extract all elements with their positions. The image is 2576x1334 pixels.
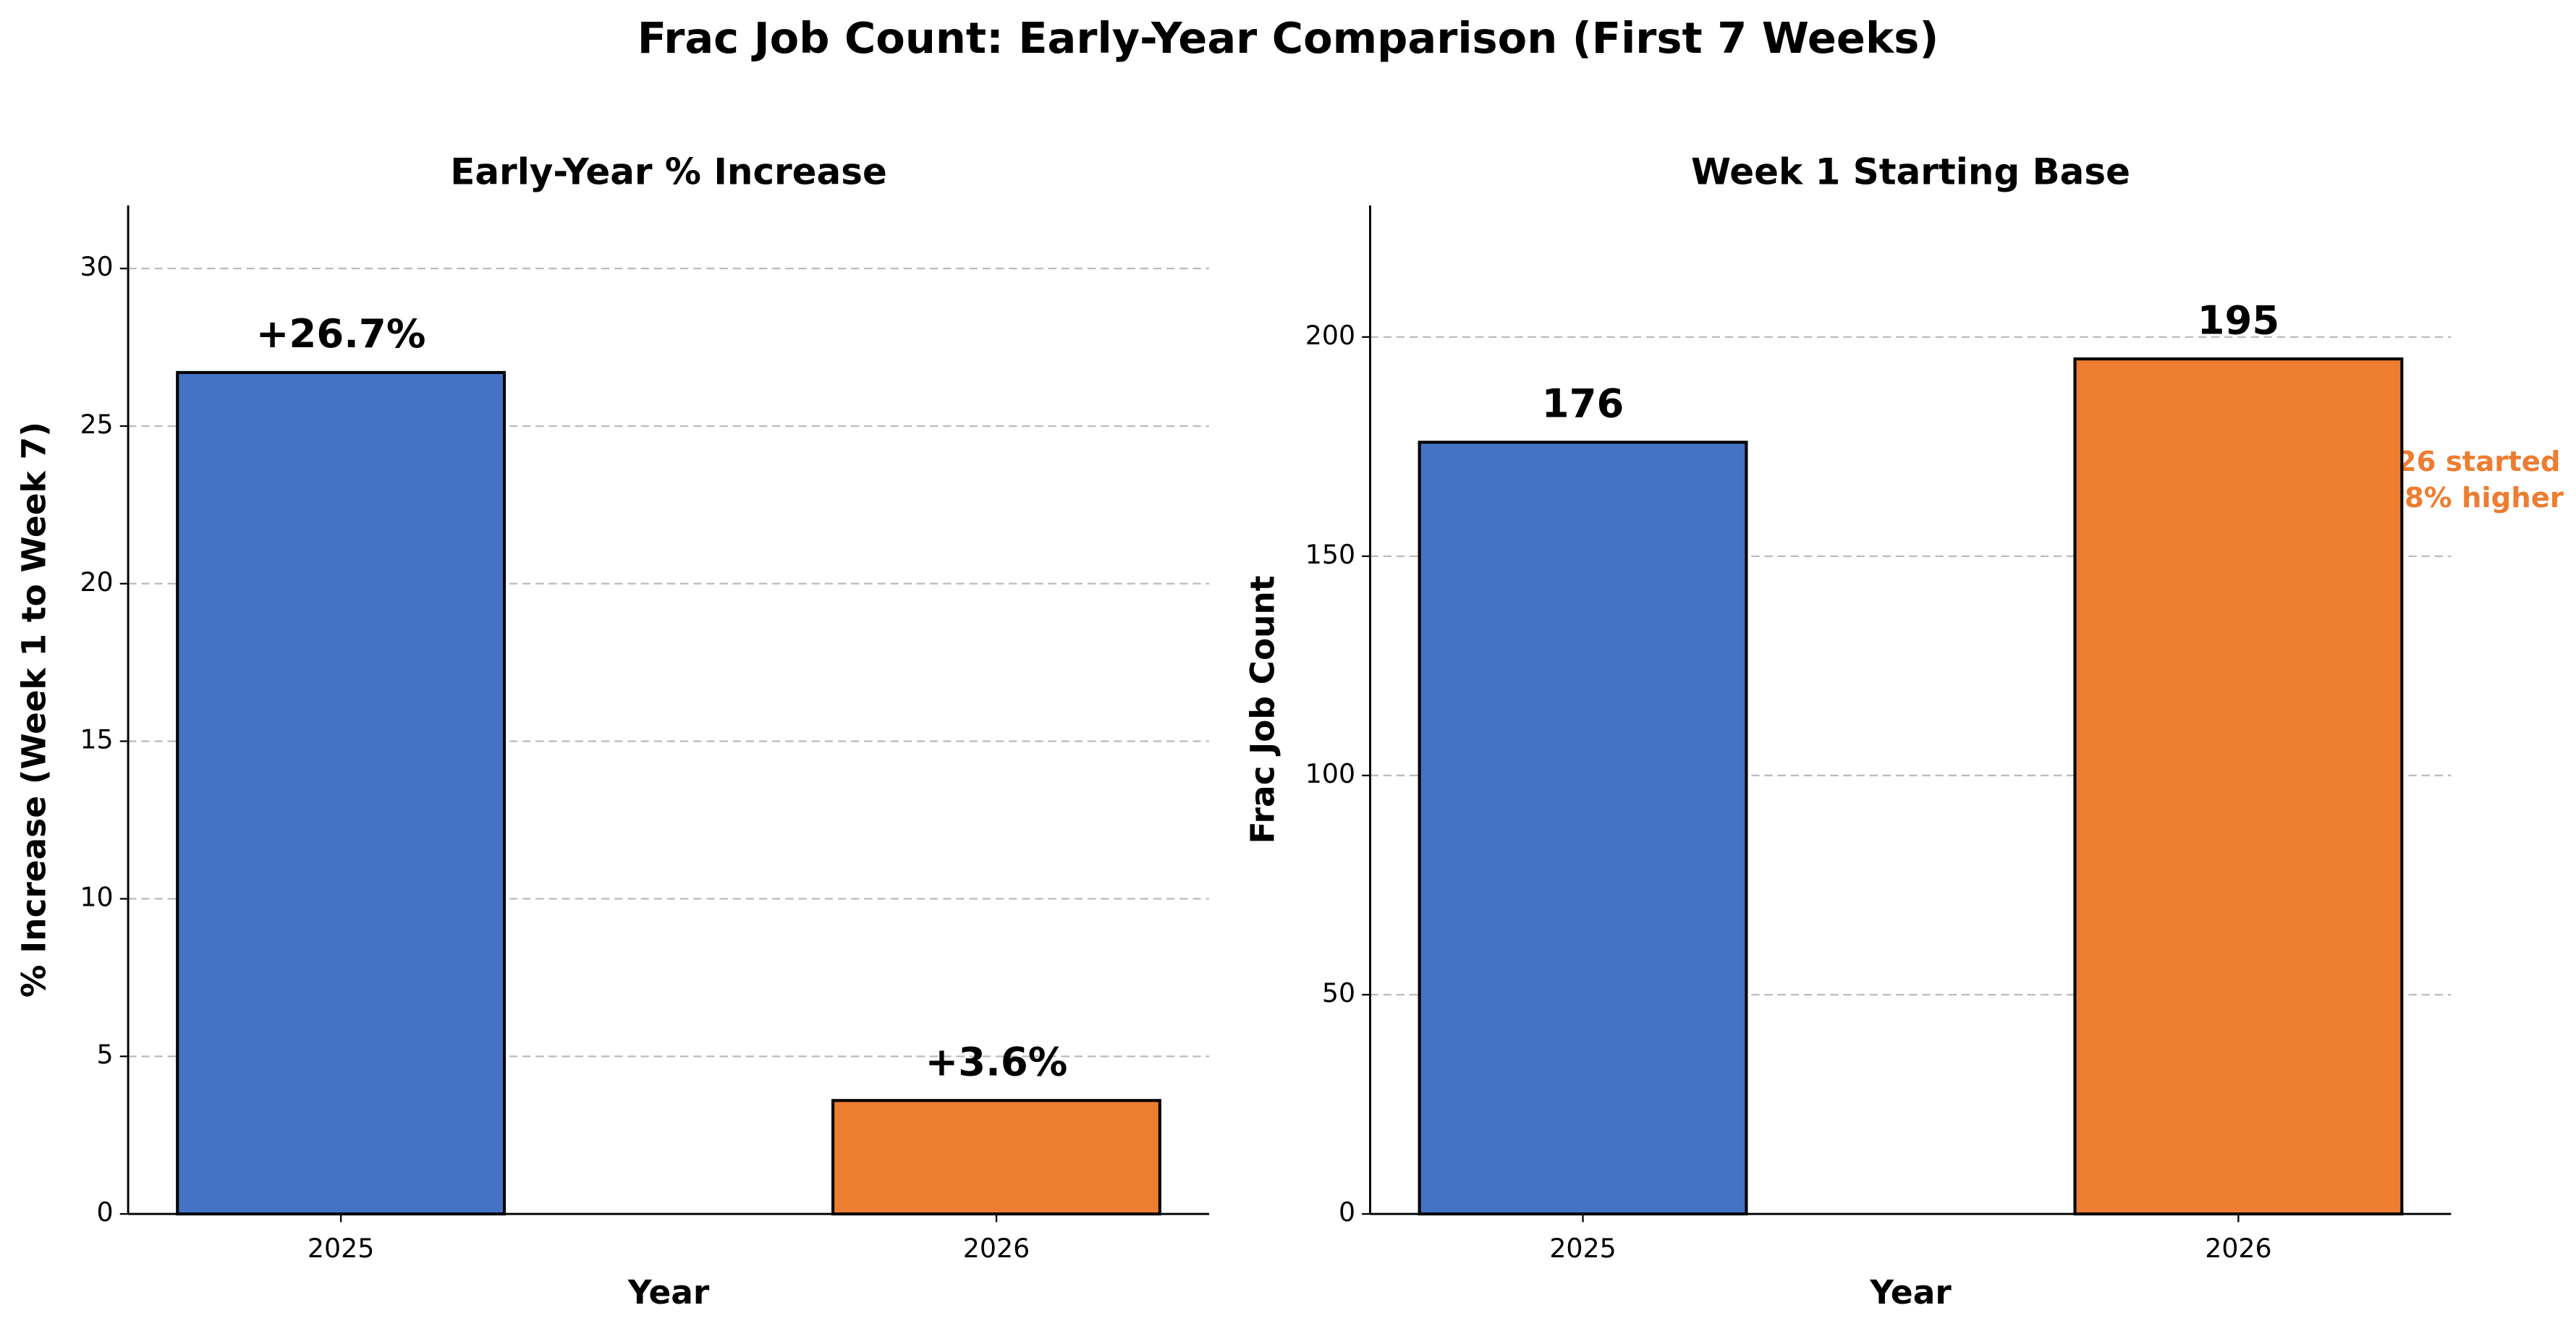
y-tick-label: 50	[1322, 977, 1355, 1008]
y-axis-label: Frac Job Count	[1244, 576, 1282, 844]
chart-title: Early-Year % Increase	[450, 150, 887, 192]
x-tick-label: 2026	[2205, 1233, 2271, 1264]
bar	[1418, 441, 1748, 1216]
value-label: 176	[1542, 381, 1624, 427]
y-tick-label: 25	[80, 409, 113, 440]
y-tick-label: 150	[1305, 539, 1355, 570]
y-tick-label: 5	[97, 1039, 114, 1070]
bar	[831, 1099, 1161, 1216]
x-tick-label: 2025	[1549, 1233, 1616, 1264]
x-axis-label: Year	[627, 1273, 710, 1312]
bar	[2073, 357, 2404, 1216]
x-tick-label: 2025	[308, 1233, 374, 1264]
figure-title: Frac Job Count: Early-Year Comparison (F…	[637, 13, 1939, 63]
y-tick-label: 10	[80, 881, 113, 912]
value-label: +26.7%	[256, 310, 426, 357]
x-tick-label: 2026	[963, 1233, 1030, 1264]
value-label: 195	[2198, 297, 2280, 343]
y-axis-label: % Increase (Week 1 to Week 7)	[14, 422, 53, 998]
value-label: +3.6%	[925, 1038, 1068, 1084]
bar	[176, 370, 507, 1216]
y-tick-label: 0	[1339, 1197, 1355, 1228]
y-tick-label: 30	[80, 251, 113, 282]
x-axis-label: Year	[1869, 1273, 1952, 1312]
chart-title: Week 1 Starting Base	[1691, 150, 2130, 192]
y-tick-label: 0	[97, 1197, 114, 1228]
y-tick-label: 200	[1305, 320, 1355, 351]
y-tick-label: 15	[80, 724, 113, 755]
y-tick-label: 100	[1305, 758, 1355, 789]
y-tick-label: 20	[80, 566, 113, 598]
